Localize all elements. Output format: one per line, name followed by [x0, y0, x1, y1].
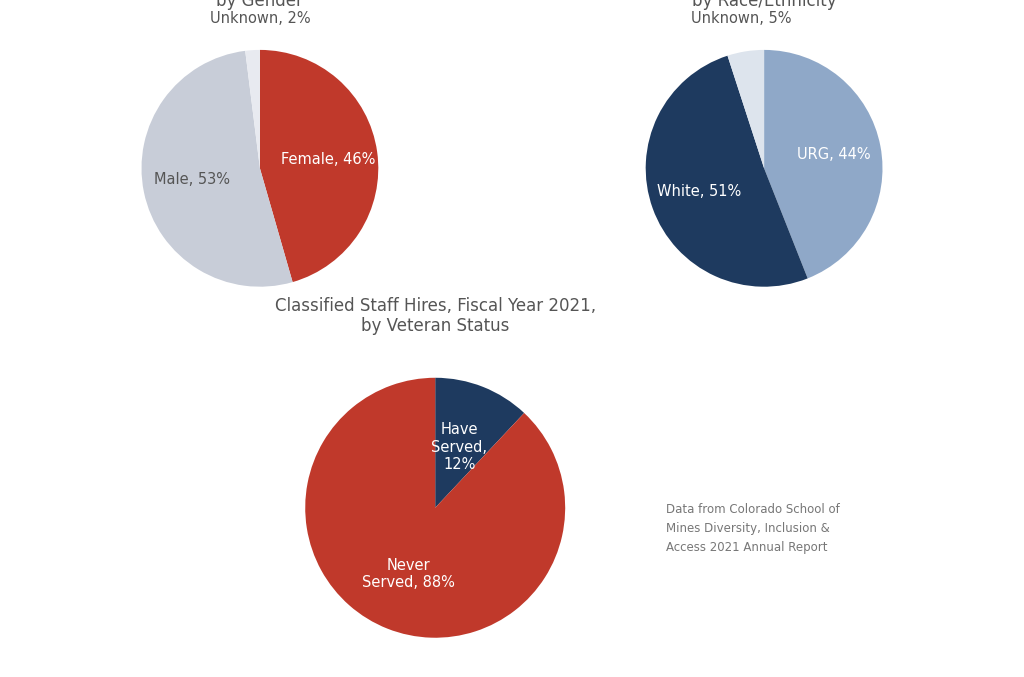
Text: Data from Colorado School of
Mines Diversity, Inclusion &
Access 2021 Annual Rep: Data from Colorado School of Mines Diver… — [666, 502, 840, 554]
Text: White, 51%: White, 51% — [657, 184, 741, 199]
Title: Classified Staff Hires, Fiscal Year 2021,
by Gender: Classified Staff Hires, Fiscal Year 2021… — [99, 0, 421, 10]
Text: Have
Served,
12%: Have Served, 12% — [431, 422, 487, 473]
Wedge shape — [764, 50, 883, 278]
Wedge shape — [245, 50, 260, 169]
Text: URG, 44%: URG, 44% — [797, 148, 870, 162]
Wedge shape — [646, 56, 808, 286]
Text: Unknown, 2%: Unknown, 2% — [210, 12, 310, 26]
Text: Never
Served, 88%: Never Served, 88% — [362, 558, 456, 590]
Text: Female, 46%: Female, 46% — [281, 152, 375, 167]
Wedge shape — [305, 378, 565, 638]
Text: Unknown, 5%: Unknown, 5% — [691, 11, 792, 26]
Wedge shape — [260, 50, 378, 282]
Title: Classified Staff Hires, Fiscal Year 2021,
by Race/Ethnicity: Classified Staff Hires, Fiscal Year 2021… — [603, 0, 925, 10]
Wedge shape — [435, 378, 524, 508]
Wedge shape — [727, 50, 764, 169]
Wedge shape — [141, 51, 293, 286]
Text: Male, 53%: Male, 53% — [154, 171, 230, 187]
Title: Classified Staff Hires, Fiscal Year 2021,
by Veteran Status: Classified Staff Hires, Fiscal Year 2021… — [274, 297, 596, 335]
